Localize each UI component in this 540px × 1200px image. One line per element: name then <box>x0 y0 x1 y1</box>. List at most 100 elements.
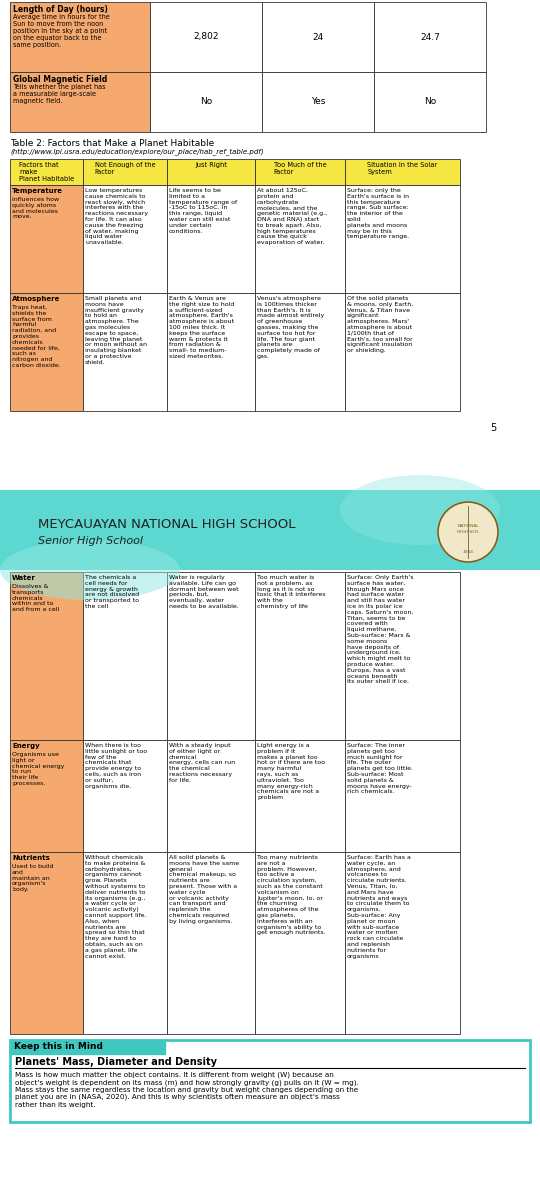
Text: Yes: Yes <box>311 97 325 107</box>
Text: Tells whether the planet has
a measurable large-scale
magnetic field.: Tells whether the planet has a measurabl… <box>13 84 105 104</box>
Bar <box>83 852 167 1034</box>
Ellipse shape <box>0 540 180 600</box>
Bar <box>167 185 255 293</box>
Text: 1984: 1984 <box>462 550 474 554</box>
Bar <box>167 158 255 185</box>
Bar <box>83 572 167 740</box>
Text: Surface: only the
Earth's surface is in
this temperature
range. Sub surface:
the: Surface: only the Earth's surface is in … <box>347 188 409 239</box>
Text: When there is too
little sunlight or too
few of the
chemicals that
provide energ: When there is too little sunlight or too… <box>85 743 147 788</box>
Bar <box>167 852 255 1034</box>
Bar <box>10 72 150 132</box>
Text: 24: 24 <box>312 32 323 42</box>
Bar <box>83 293 167 410</box>
Bar <box>10 1040 165 1054</box>
Text: Used to build
and
maintain an
organism's
body.: Used to build and maintain an organism's… <box>12 864 53 893</box>
Text: With a steady input
of either light or
chemical
energy, cells can run
the chemic: With a steady input of either light or c… <box>169 743 235 782</box>
Text: Earth & Venus are
the right size to hold
a sufficient-sized
atmosphere. Earth's
: Earth & Venus are the right size to hold… <box>169 296 234 359</box>
Text: Too Much of the
Factor: Too Much of the Factor <box>274 162 326 175</box>
Text: influences how
quickly atoms
and molecules
move.: influences how quickly atoms and molecul… <box>12 197 59 220</box>
Bar <box>255 185 345 293</box>
Text: Energy: Energy <box>12 743 40 749</box>
Text: The chemicals a
cell needs for
energy & growth
are not dissolved
or transported : The chemicals a cell needs for energy & … <box>85 575 139 608</box>
Bar <box>345 740 460 852</box>
Text: Length of Day (hours): Length of Day (hours) <box>13 5 108 14</box>
Bar <box>83 158 167 185</box>
Bar <box>374 72 486 132</box>
Bar <box>262 2 374 72</box>
Text: NATIONAL: NATIONAL <box>457 524 479 528</box>
Bar <box>10 2 150 72</box>
Text: Venus's atmosphere
is 100times thicker
than Earth's. It is
made almost entirely
: Venus's atmosphere is 100times thicker t… <box>257 296 324 359</box>
Text: No: No <box>200 97 212 107</box>
Text: Factors that
make
Planet Habitable: Factors that make Planet Habitable <box>19 162 74 182</box>
Text: No: No <box>424 97 436 107</box>
Bar <box>345 293 460 410</box>
Bar <box>83 740 167 852</box>
Text: HIGH SCH: HIGH SCH <box>457 530 479 534</box>
Text: Water is regularly
available. Life can go
dormant between wet
periods, but,
even: Water is regularly available. Life can g… <box>169 575 239 608</box>
Bar <box>167 740 255 852</box>
Text: Surface: Earth has a
water cycle, an
atmosphere, and
volcanoes to
circulate nutr: Surface: Earth has a water cycle, an atm… <box>347 854 411 959</box>
Text: MEYCAUAYAN NATIONAL HIGH SCHOOL: MEYCAUAYAN NATIONAL HIGH SCHOOL <box>38 518 295 530</box>
Text: Not Enough of the
Factor: Not Enough of the Factor <box>94 162 156 175</box>
Text: 2,802: 2,802 <box>193 32 219 42</box>
Text: Just Right: Just Right <box>195 162 227 168</box>
Bar <box>10 158 83 185</box>
Text: Low temperatures
cause chemicals to
react slowly, which
interferes with the
reac: Low temperatures cause chemicals to reac… <box>85 188 148 245</box>
Text: Table 2: Factors that Make a Planet Habitable: Table 2: Factors that Make a Planet Habi… <box>10 139 214 148</box>
Text: Too many nutrients
are not a
problem. However,
too active a
circulation system,
: Too many nutrients are not a problem. Ho… <box>257 854 326 936</box>
Bar <box>255 293 345 410</box>
Bar <box>83 185 167 293</box>
Text: Dissolves &
transports
chemicals
within and to
and from a cell: Dissolves & transports chemicals within … <box>12 584 59 612</box>
Text: Surface: Only Earth's
surface has water,
though Mars once
had surface water
and : Surface: Only Earth's surface has water,… <box>347 575 414 684</box>
Text: Keep this in Mind: Keep this in Mind <box>14 1042 103 1051</box>
Text: Surface: The inner
planets get too
much sunlight for
life. The outer
planets get: Surface: The inner planets get too much … <box>347 743 413 794</box>
Bar <box>10 852 83 1034</box>
Text: Without chemicals
to make proteins &
carbohydrates,
organisms cannot
grow. Plane: Without chemicals to make proteins & car… <box>85 854 146 959</box>
Ellipse shape <box>340 475 500 545</box>
Text: Of the solid planets
& moons, only Earth,
Venus, & Titan have
significant
atmosp: Of the solid planets & moons, only Earth… <box>347 296 413 353</box>
Text: Average time in hours for the
Sun to move from the noon
position in the sky at a: Average time in hours for the Sun to mov… <box>13 14 110 48</box>
Text: Life seems to be
limited to a
temperature range of
-15oC to 115oC. In
this range: Life seems to be limited to a temperatur… <box>169 188 237 234</box>
Bar <box>345 572 460 740</box>
Bar <box>10 740 83 852</box>
Bar <box>10 293 83 410</box>
Bar <box>255 572 345 740</box>
Bar <box>374 2 486 72</box>
Text: At about 125oC,
protein and
carbohydrate
molecules, and the
genetic material (e.: At about 125oC, protein and carbohydrate… <box>257 188 327 245</box>
Bar <box>0 490 540 570</box>
Text: Traps heat,
shields the
surface from
harmful
radiation, and
provides
chemicals
n: Traps heat, shields the surface from har… <box>12 305 60 368</box>
Bar <box>0 0 540 490</box>
Text: Water: Water <box>12 575 36 581</box>
Bar <box>10 1040 530 1122</box>
Text: All solid planets &
moons have the same
general
chemical makeup, so
nutrients ar: All solid planets & moons have the same … <box>169 854 239 924</box>
Bar <box>255 852 345 1034</box>
Bar <box>167 572 255 740</box>
Bar <box>10 185 83 293</box>
Text: Small planets and
moons have
insufficient gravity
to hold an
atmosphere. The
gas: Small planets and moons have insufficien… <box>85 296 147 365</box>
Bar <box>150 72 262 132</box>
Bar <box>345 852 460 1034</box>
Text: 24.7: 24.7 <box>420 32 440 42</box>
Text: (http://www.lpi.usra.edu/education/explore/our_place/hab_ref_table.pdf): (http://www.lpi.usra.edu/education/explo… <box>10 148 264 155</box>
Text: Temperature: Temperature <box>12 188 63 194</box>
Bar <box>255 740 345 852</box>
Bar <box>255 158 345 185</box>
Bar <box>345 158 460 185</box>
Bar <box>262 72 374 132</box>
Text: Mass is how much matter the object contains. It is different from weight (W) bec: Mass is how much matter the object conta… <box>15 1072 359 1108</box>
Text: 5: 5 <box>490 422 496 433</box>
Text: Organisms use
light or
chemical energy
to run
their life
processes.: Organisms use light or chemical energy t… <box>12 752 64 786</box>
Text: Planets' Mass, Diameter and Density: Planets' Mass, Diameter and Density <box>15 1057 217 1067</box>
Text: Nutrients: Nutrients <box>12 854 50 862</box>
Text: Light energy is a
problem if it
makes a planet too
hot or if there are too
many : Light energy is a problem if it makes a … <box>257 743 325 800</box>
Text: Too much water is
not a problem, as
long as it is not so
toxic that it interfere: Too much water is not a problem, as long… <box>257 575 326 608</box>
Text: Situation in the Solar
System: Situation in the Solar System <box>367 162 437 175</box>
Text: Global Magnetic Field: Global Magnetic Field <box>13 74 107 84</box>
Circle shape <box>438 502 498 562</box>
Bar <box>167 293 255 410</box>
Bar <box>345 185 460 293</box>
Text: Atmosphere: Atmosphere <box>12 296 60 302</box>
Bar <box>150 2 262 72</box>
Bar <box>10 572 83 740</box>
